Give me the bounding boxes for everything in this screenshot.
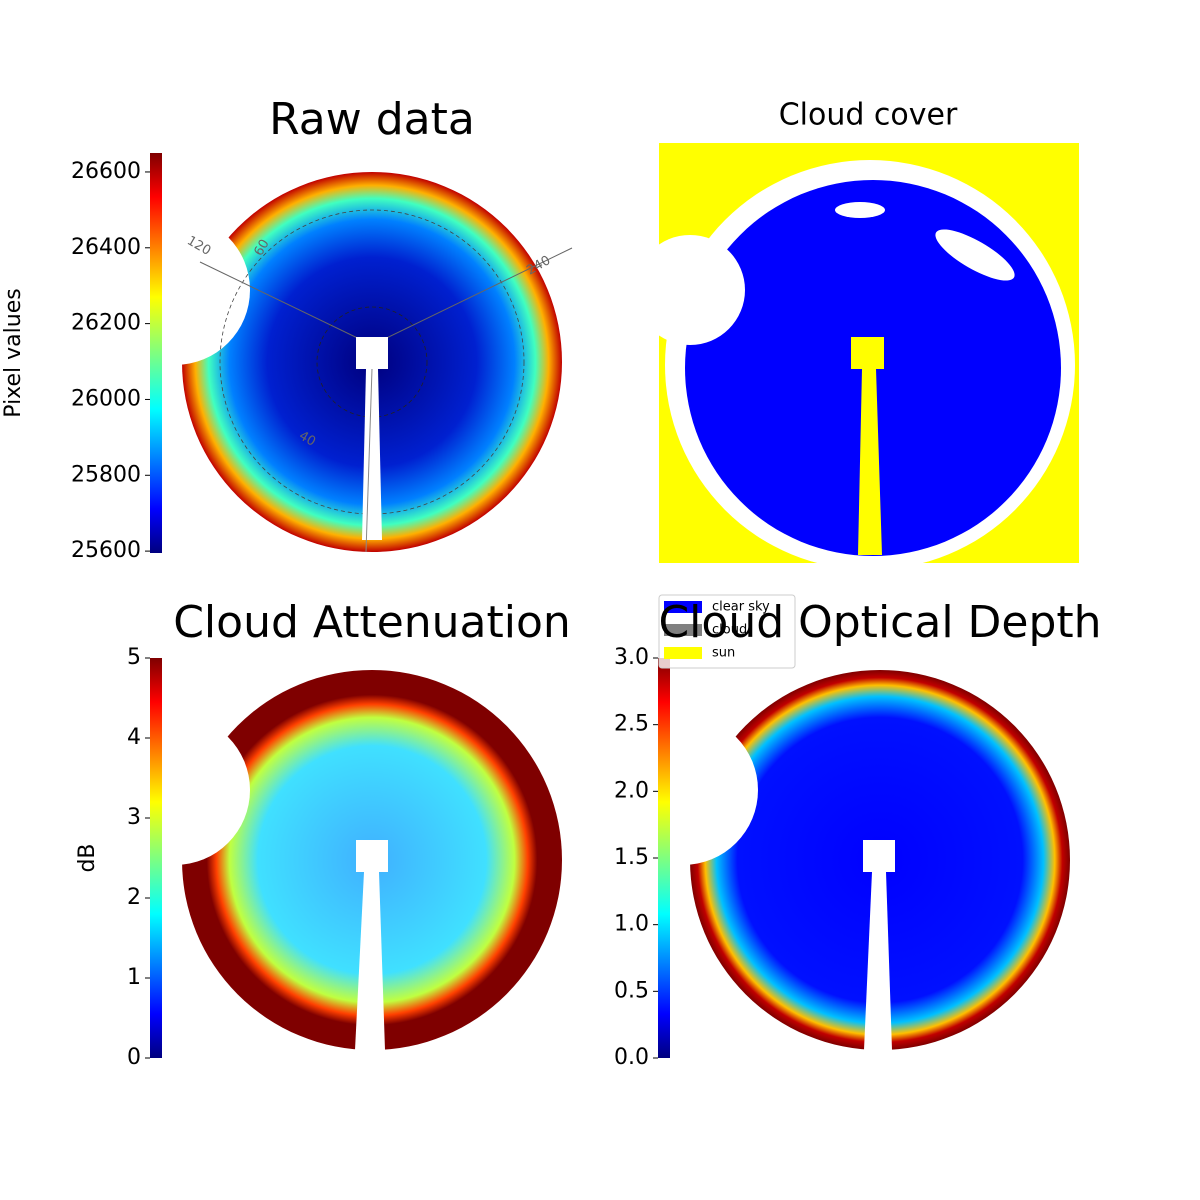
legend-label: sun — [712, 646, 735, 661]
colorbar — [658, 658, 670, 1058]
raw-image — [100, 172, 573, 553]
legend-swatch — [664, 624, 702, 636]
y-tick-label: 3 — [127, 805, 141, 830]
polar-label: 40 — [296, 429, 318, 450]
colorbar — [150, 153, 162, 553]
cloud-cover-image — [635, 143, 1079, 570]
legend-label: clear sky — [712, 600, 770, 615]
optical-depth-image — [608, 670, 1070, 1050]
legend-swatch — [664, 601, 702, 613]
panel-title: Cloud Optical Depth — [658, 597, 1101, 648]
y-tick-label: 2.0 — [614, 778, 649, 803]
y-tick-label: 26000 — [71, 386, 141, 411]
colorbar-label: Pixel values — [1, 288, 26, 417]
legend-label: cloud — [712, 623, 747, 638]
y-tick-label: 0.5 — [614, 978, 649, 1003]
y-tick-label: 0 — [127, 1045, 141, 1070]
colorbar-label: dB — [75, 843, 100, 872]
y-tick-label: 1 — [127, 965, 141, 990]
y-tick-label: 1.5 — [614, 845, 649, 870]
y-tick-label: 26400 — [71, 235, 141, 260]
colorbar — [150, 658, 162, 1058]
y-tick-label: 2.5 — [614, 712, 649, 737]
y-tick-label: 25600 — [71, 538, 141, 563]
panel-title: Cloud cover — [779, 98, 958, 133]
y-tick-label: 1.0 — [614, 912, 649, 937]
y-tick-label: 4 — [127, 725, 141, 750]
y-tick-label: 25800 — [71, 462, 141, 487]
y-tick-label: 26600 — [71, 159, 141, 184]
panel-title: Cloud Attenuation — [173, 597, 571, 648]
y-tick-label: 26200 — [71, 311, 141, 336]
panel-title: Raw data — [269, 94, 475, 145]
polar-label: 60 — [252, 237, 273, 259]
y-tick-label: 0.0 — [614, 1045, 649, 1070]
legend-swatch — [664, 647, 702, 659]
y-tick-label: 5 — [127, 645, 141, 670]
attenuation-image — [100, 670, 562, 1050]
y-tick-label: 2 — [127, 885, 141, 910]
y-tick-label: 3.0 — [614, 645, 649, 670]
